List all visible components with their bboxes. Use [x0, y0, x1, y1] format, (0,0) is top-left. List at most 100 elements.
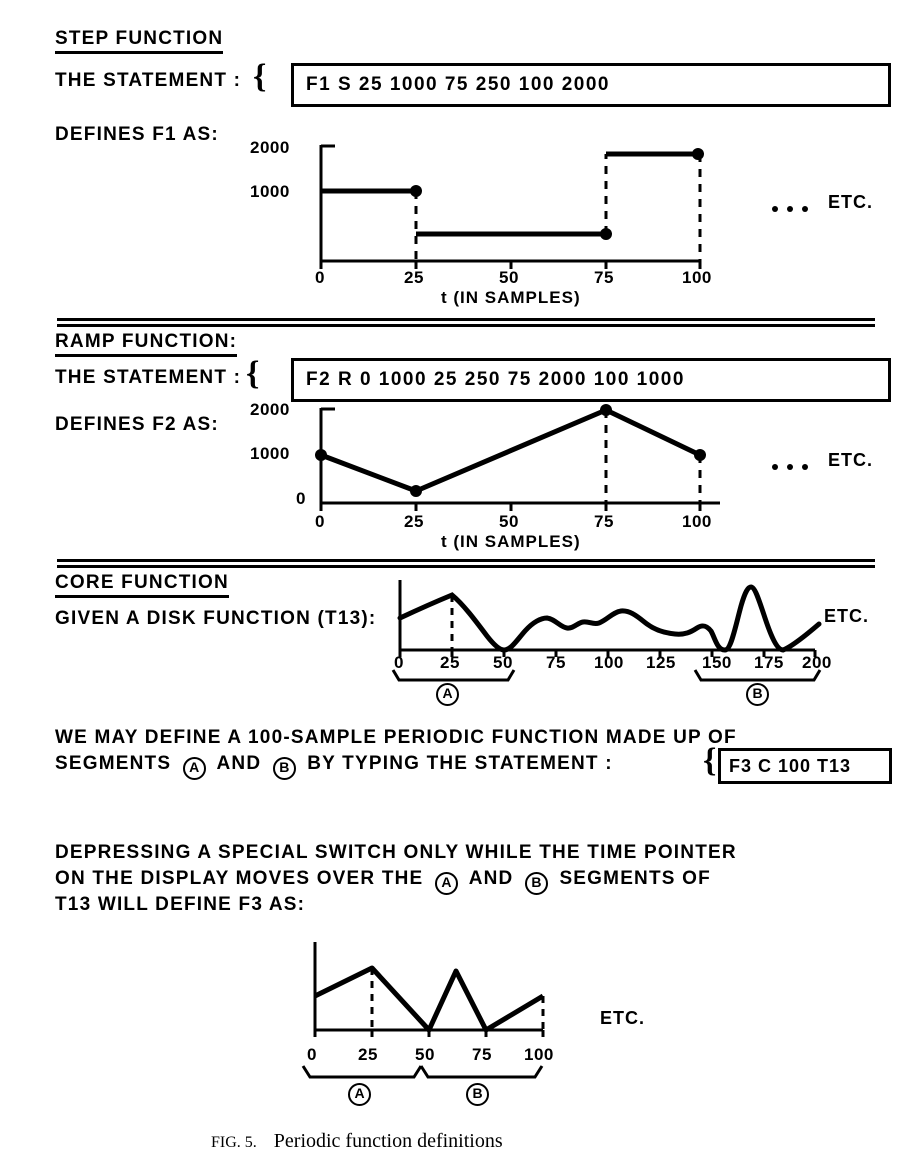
- ramp-statement-box[interactable]: F2 R 0 1000 25 250 75 2000 100 1000: [291, 358, 891, 402]
- f3-segment-b-badge: B: [466, 1082, 489, 1106]
- f3-xlabel-100: 100: [524, 1045, 554, 1064]
- core-para2-lead: ON THE DISPLAY MOVES OVER THE: [55, 868, 424, 889]
- core-inline-segment-b: B: [272, 757, 296, 780]
- disk-function-chart: [397, 580, 822, 657]
- caption-text: Periodic function definitions: [273, 1130, 503, 1152]
- disk-xlabel-25: 25: [440, 653, 460, 672]
- ramp-ylabel-0: 0: [296, 489, 306, 508]
- ramp-marker-25: [410, 485, 422, 497]
- ramp-xlabel-100: 100: [682, 512, 712, 531]
- caption-prefix: FIG. 5.: [211, 1134, 257, 1151]
- disk-xlabel-100: 100: [594, 653, 624, 672]
- core-given-label: GIVEN A DISK FUNCTION (T13):: [55, 608, 377, 629]
- step-marker-25: [410, 185, 422, 197]
- disk-segment-a-badge: A: [436, 682, 459, 706]
- step-xlabel-75: 75: [594, 268, 614, 287]
- core-function-heading: CORE FUNCTION: [55, 572, 229, 598]
- step-etc-dots-icon: [772, 199, 817, 217]
- f3-xlabel-0: 0: [307, 1045, 317, 1064]
- ramp-etc-dots-icon: [772, 457, 817, 475]
- ramp-trace: [320, 407, 702, 494]
- ramp-marker-75: [600, 404, 612, 416]
- core-para2-and: AND: [468, 868, 514, 889]
- step-function-chart: [319, 144, 704, 269]
- core-para1-rest: BY TYPING THE STATEMENT :: [307, 753, 613, 774]
- step-ylabel-1000: 1000: [250, 182, 290, 201]
- step-defines-label: DEFINES F1 AS:: [55, 124, 219, 145]
- ramp-brace-icon: {: [246, 355, 260, 392]
- ramp-statement-value: F2 R 0 1000 25 250 75 2000 100 1000: [306, 369, 685, 390]
- ramp-function-heading: RAMP FUNCTION:: [55, 331, 238, 357]
- ramp-axis-title: t (IN SAMPLES): [441, 532, 581, 551]
- periodic-function-f3-chart: [313, 942, 545, 1037]
- disk-xlabel-125: 125: [646, 653, 676, 672]
- f3-etc-label: ETC.: [600, 1008, 646, 1028]
- step-etc-label: ETC.: [828, 192, 874, 212]
- core-para2-tail: SEGMENTS OF: [559, 868, 711, 889]
- disk-etc-label: ETC.: [824, 606, 870, 626]
- f3-segment-b-label: B: [466, 1083, 489, 1106]
- core-para2-segment-b: B: [524, 872, 548, 895]
- ramp-defines-label: DEFINES F2 AS:: [55, 414, 219, 435]
- ramp-xlabel-0: 0: [315, 512, 325, 531]
- step-xlabel-25: 25: [404, 268, 424, 287]
- ramp-xlabel-25: 25: [404, 512, 424, 531]
- disk-bracket-a: [391, 669, 516, 682]
- disk-xlabel-0: 0: [394, 653, 404, 672]
- step-statement-box[interactable]: F1 S 25 1000 75 250 100 2000: [291, 63, 891, 107]
- core-para2-line2: ON THE DISPLAY MOVES OVER THE A AND B SE…: [55, 868, 711, 895]
- f3-trace: [313, 965, 545, 1033]
- f3-xlabel-50: 50: [415, 1045, 435, 1064]
- disk-segment-a-label: A: [436, 683, 459, 706]
- ramp-marker-0: [315, 449, 327, 461]
- core-para1-and-word: AND: [216, 753, 262, 774]
- f3-segment-a-label: A: [348, 1083, 371, 1106]
- disk-xlabel-75: 75: [546, 653, 566, 672]
- disk-bracket-b: [693, 669, 822, 682]
- core-para1-line1: WE MAY DEFINE A 100-SAMPLE PERIODIC FUNC…: [55, 727, 737, 748]
- ramp-marker-100: [694, 449, 706, 461]
- f3-bracket-b: [419, 1065, 544, 1079]
- step-ylabel-2000: 2000: [250, 138, 290, 157]
- ramp-xlabel-50: 50: [499, 512, 519, 531]
- step-marker-100: [692, 148, 704, 160]
- figure-caption: FIG. 5. Periodic function definitions: [211, 1130, 503, 1153]
- step-brace-icon: {: [253, 58, 267, 95]
- step-xlabel-0: 0: [315, 268, 325, 287]
- disk-segment-brackets: [391, 669, 822, 682]
- core-para2-line1: DEPRESSING A SPECIAL SWITCH ONLY WHILE T…: [55, 842, 737, 863]
- f3-bracket-a: [301, 1065, 423, 1079]
- disk-xlabel-150: 150: [702, 653, 732, 672]
- disk-xlabel-50: 50: [493, 653, 513, 672]
- core-para1-segments-word: SEGMENTS: [55, 753, 172, 774]
- core-para2-line3: T13 WILL DEFINE F3 AS:: [55, 894, 306, 915]
- step-axis-title: t (IN SAMPLES): [441, 288, 581, 307]
- core-brace-icon: {: [703, 742, 717, 779]
- ramp-ylabel-1000: 1000: [250, 444, 290, 463]
- core-para1-line2: SEGMENTS A AND B BY TYPING THE STATEMENT…: [55, 753, 613, 780]
- disk-xlabel-200: 200: [802, 653, 832, 672]
- core-statement-box[interactable]: F3 C 100 T13: [718, 748, 892, 784]
- disk-segment-b-badge: B: [746, 682, 769, 706]
- divider-2b: [57, 565, 875, 568]
- ramp-statement-label: THE STATEMENT :: [55, 367, 242, 388]
- step-xlabel-100: 100: [682, 268, 712, 287]
- divider-1b: [57, 324, 875, 327]
- divider-2: [57, 559, 875, 562]
- ramp-xlabel-75: 75: [594, 512, 614, 531]
- f3-segment-a-badge: A: [348, 1082, 371, 1106]
- ramp-function-chart: [315, 404, 720, 511]
- core-statement-value: F3 C 100 T13: [729, 755, 852, 776]
- core-para2-segment-a: A: [434, 872, 458, 895]
- ramp-ylabel-2000: 2000: [250, 400, 290, 419]
- step-statement-label: THE STATEMENT :: [55, 70, 242, 91]
- step-statement-value: F1 S 25 1000 75 250 100 2000: [306, 74, 611, 95]
- f3-segment-brackets: [301, 1065, 544, 1079]
- ramp-etc-label: ETC.: [828, 450, 874, 470]
- f3-xlabel-75: 75: [472, 1045, 492, 1064]
- divider-1: [57, 318, 875, 321]
- step-function-heading: STEP FUNCTION: [55, 28, 224, 54]
- disk-xlabel-175: 175: [754, 653, 784, 672]
- disk-waveform-trace: [397, 584, 822, 653]
